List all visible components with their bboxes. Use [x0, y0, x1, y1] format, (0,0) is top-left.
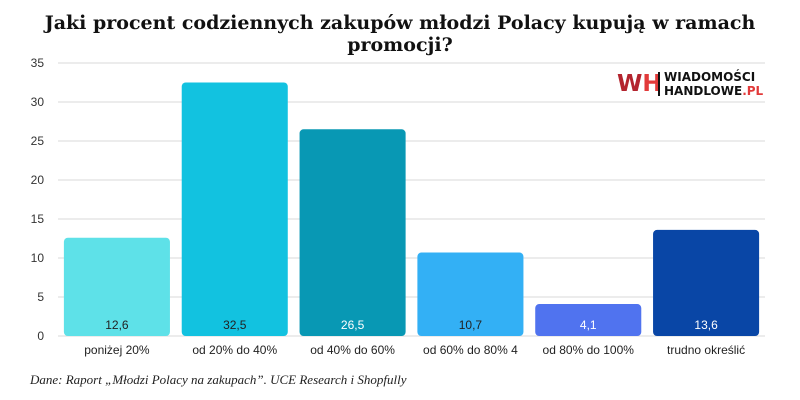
x-tick-label: od 60% do 80% 4: [423, 343, 518, 357]
y-tick-label: 35: [31, 56, 45, 70]
bars: [63, 82, 760, 336]
gridlines: [58, 62, 765, 337]
value-labels: 12,6 32,5 26,5 10,7 4,1 13,6: [105, 318, 718, 332]
x-tick-label: od 40% do 60%: [310, 343, 395, 357]
bar: [535, 304, 642, 336]
y-tick-label: 25: [31, 134, 45, 148]
logo-text: WIADOMOŚCI HANDLOWE.PL: [664, 70, 763, 98]
bar-value-label: 32,5: [223, 318, 247, 332]
x-tick-label: trudno określić: [667, 343, 745, 357]
logo-mark-h: H: [642, 71, 662, 97]
bar: [181, 82, 288, 336]
logo-mark: WH: [617, 70, 662, 98]
y-axis-ticks: 0 5 10 15 20 25 30 35: [31, 56, 45, 343]
logo-line2-suffix: .PL: [742, 84, 764, 98]
bar: [417, 252, 524, 336]
x-tick-label: poniżej 20%: [84, 343, 150, 357]
bar-value-label: 26,5: [341, 318, 365, 332]
bar: [63, 237, 170, 336]
logo-line1: WIADOMOŚCI: [664, 70, 756, 84]
y-tick-label: 10: [31, 251, 45, 265]
x-tick-label: od 20% do 40%: [192, 343, 277, 357]
bar-value-label: 10,7: [459, 318, 483, 332]
chart-title: Jaki procent codziennych zakupów młodzi …: [44, 12, 756, 56]
x-axis-ticks: poniżej 20% od 20% do 40% od 40% do 60% od …: [84, 343, 745, 357]
y-tick-label: 30: [31, 95, 45, 109]
bar-value-label: 4,1: [580, 318, 597, 332]
x-tick-label: od 80% do 100%: [543, 343, 635, 357]
logo-mark-w: W: [617, 71, 643, 97]
logo-line2: HANDLOWE.PL: [664, 84, 763, 98]
y-tick-label: 0: [37, 329, 44, 343]
bar-value-label: 13,6: [694, 318, 718, 332]
bar: [653, 229, 760, 336]
bar-value-label: 12,6: [105, 318, 129, 332]
y-tick-label: 20: [31, 173, 45, 187]
logo-line2-main: HANDLOWE: [664, 84, 743, 98]
bar: [299, 129, 406, 336]
logo-divider: [658, 72, 660, 96]
y-tick-label: 15: [31, 212, 45, 226]
y-tick-label: 5: [37, 290, 44, 304]
source-note: Dane: Raport „Młodzi Polacy na zakupach”…: [30, 372, 407, 387]
